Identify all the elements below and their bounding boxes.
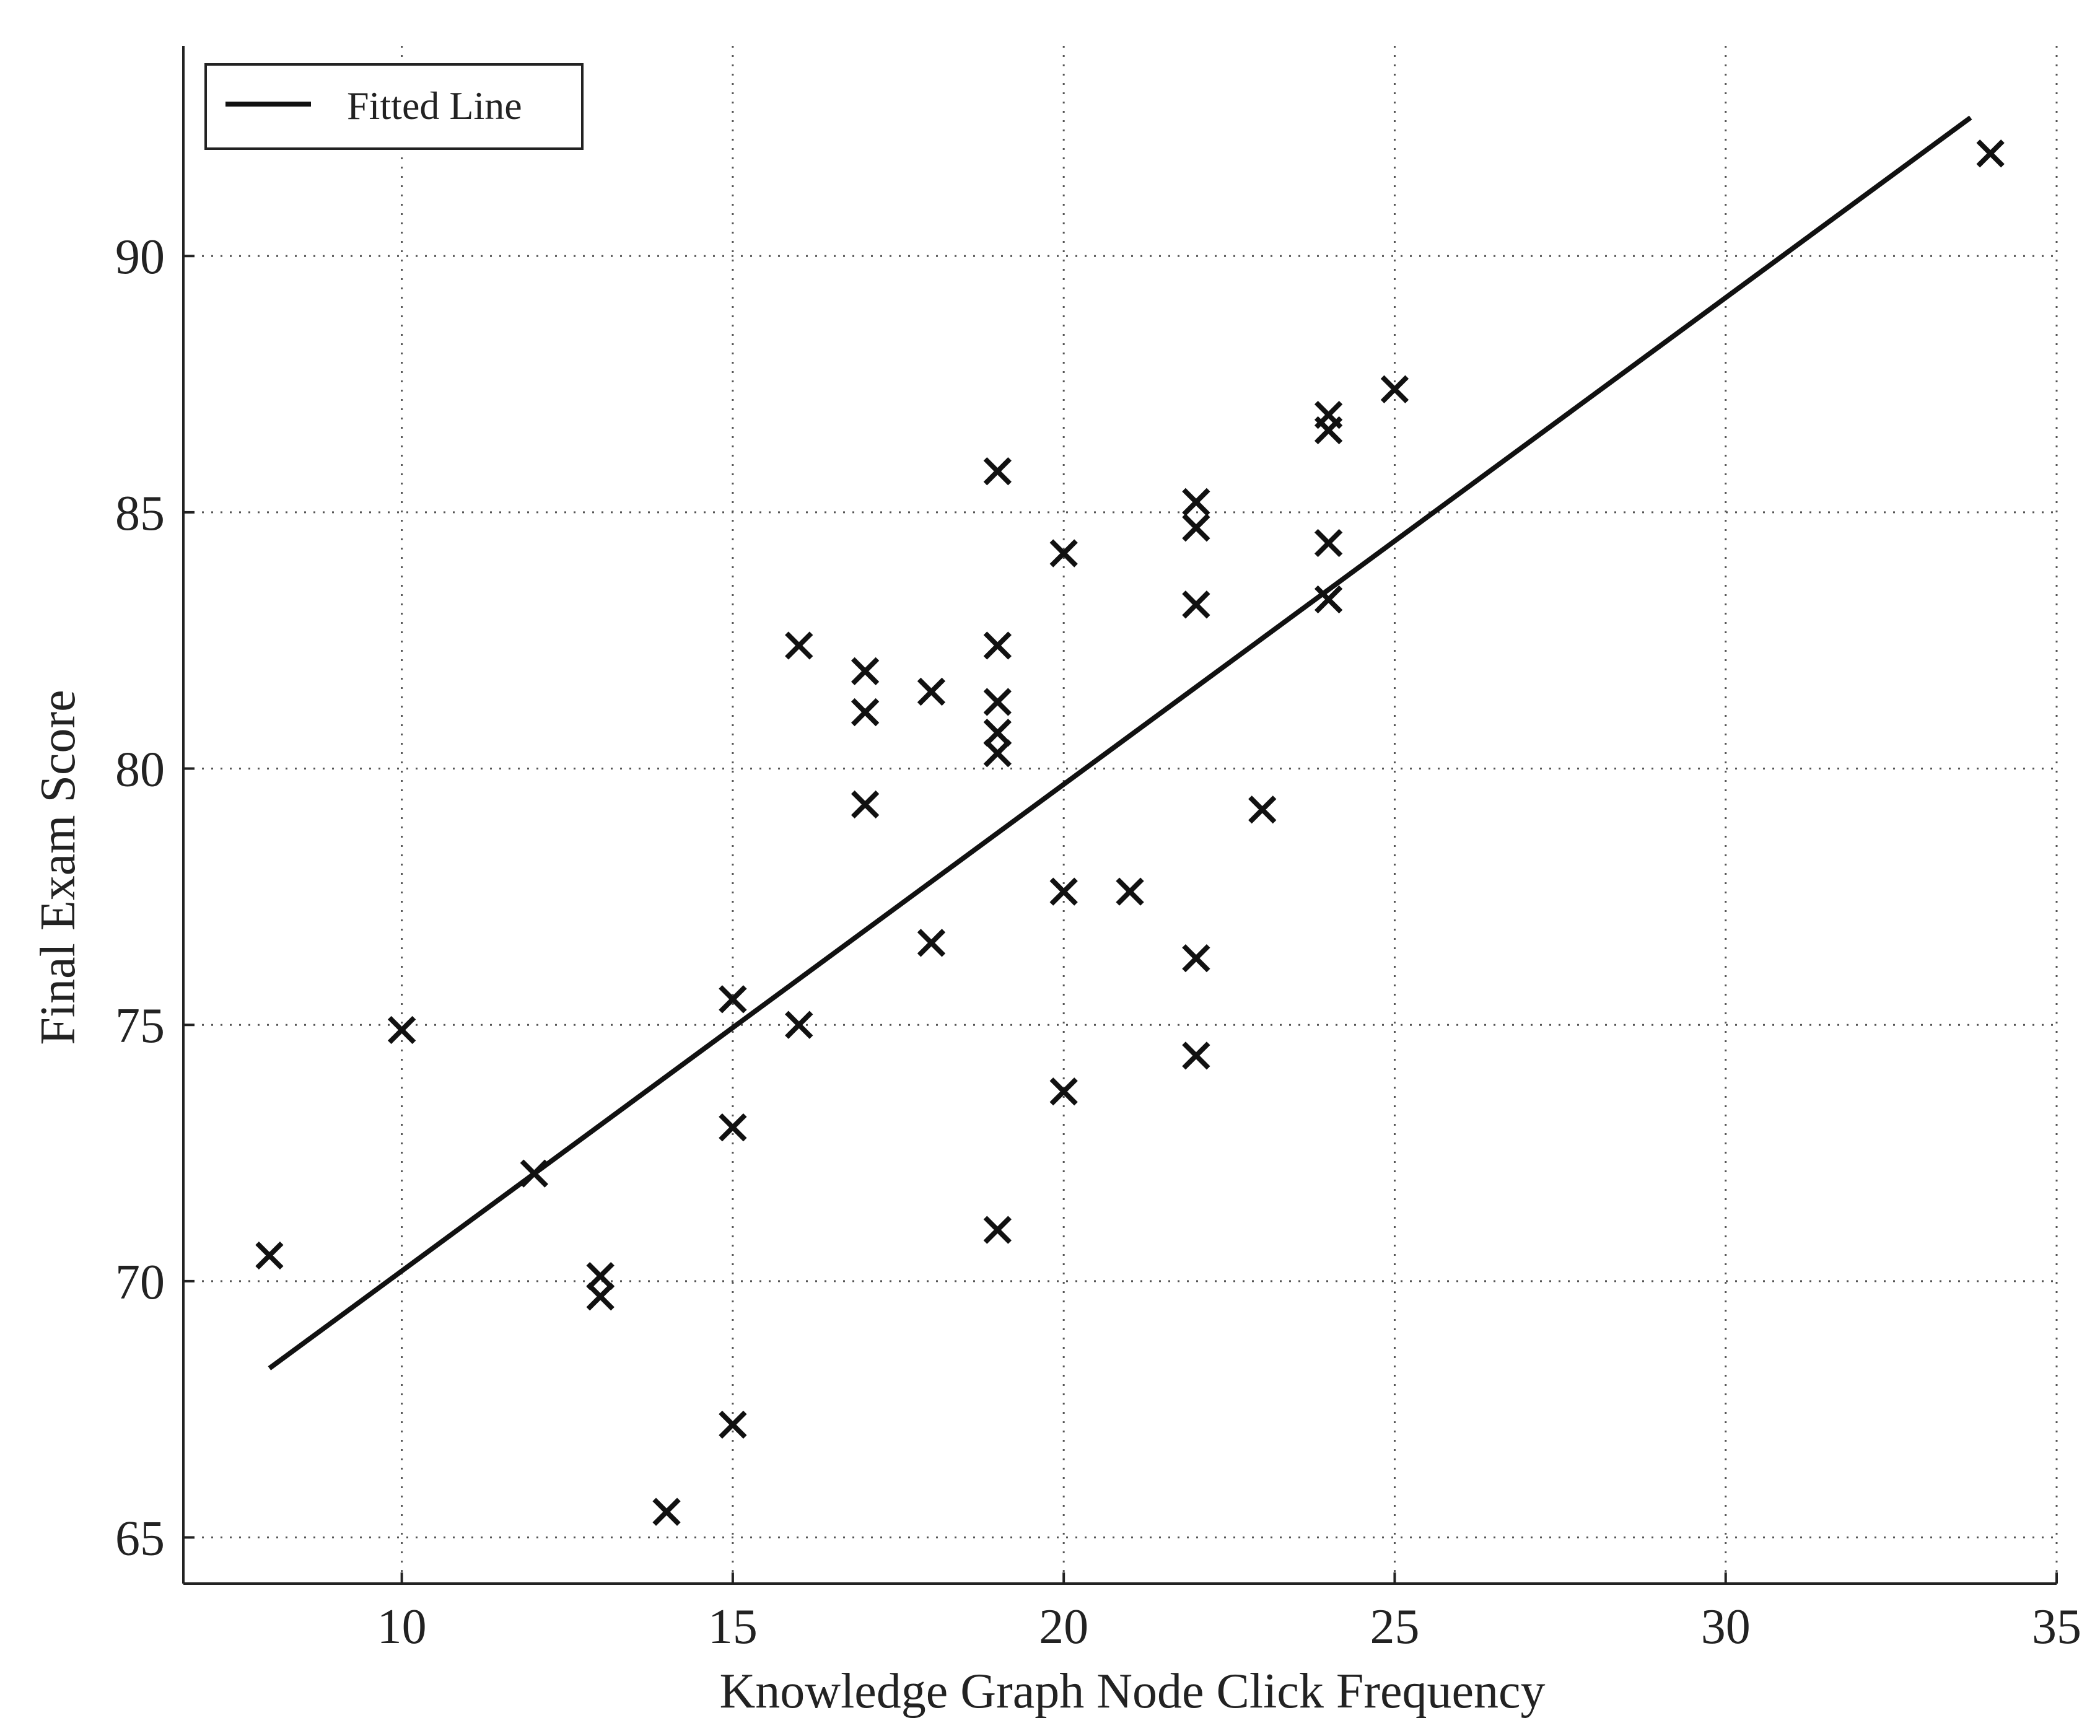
data-point-stroke-b xyxy=(983,631,1012,660)
data-point-stroke-b xyxy=(785,1010,813,1039)
legend-label-fitted-line: Fitted Line xyxy=(347,84,522,128)
data-point-8 xyxy=(719,1113,747,1142)
data-point-stroke-b xyxy=(1976,139,2005,168)
x-tick-label-35: 35 xyxy=(2032,1600,2081,1654)
y-axis-label: Final Exam Score xyxy=(31,690,85,1045)
data-point-stroke-b xyxy=(785,631,813,660)
data-point-22 xyxy=(983,1216,1012,1244)
data-point-stroke-b xyxy=(1049,539,1078,568)
fitted-line-layer xyxy=(268,115,1972,1370)
x-axis-label: Knowledge Graph Node Click Frequency xyxy=(720,1664,1546,1719)
data-point-stroke-b xyxy=(851,698,880,727)
y-tick-label-80: 80 xyxy=(115,743,165,797)
data-point-stroke-b xyxy=(983,718,1012,747)
data-point-32 xyxy=(1248,796,1277,824)
data-point-9 xyxy=(719,1410,747,1439)
data-point-stroke-b xyxy=(851,790,880,819)
data-point-stroke-b xyxy=(1182,514,1210,542)
data-point-25 xyxy=(1049,1077,1078,1106)
data-point-35 xyxy=(1314,528,1343,558)
data-point-stroke-b xyxy=(586,1282,615,1311)
data-point-37 xyxy=(1380,375,1409,403)
data-point-5 xyxy=(586,1282,615,1311)
data-point-stroke-b xyxy=(1248,796,1277,824)
data-point-31 xyxy=(1182,1041,1210,1070)
data-point-stroke-b xyxy=(1314,585,1343,614)
y-tick-label-65: 65 xyxy=(115,1512,165,1566)
data-point-stroke-b xyxy=(1182,488,1210,516)
data-point-18 xyxy=(983,631,1012,660)
data-point-stroke-b xyxy=(652,1497,681,1526)
data-point-stroke-b xyxy=(1182,944,1210,973)
data-point-stroke-b xyxy=(719,1410,747,1439)
data-point-stroke-b xyxy=(917,929,946,957)
data-point-27 xyxy=(1182,488,1210,516)
data-point-stroke-b xyxy=(520,1159,548,1188)
y-tick-label-90: 90 xyxy=(115,230,165,284)
data-point-stroke-b xyxy=(1049,1077,1078,1106)
data-point-stroke-b xyxy=(719,985,747,1014)
data-point-stroke-b xyxy=(387,1015,416,1045)
data-point-stroke-b xyxy=(255,1241,284,1270)
x-tick-label-20: 20 xyxy=(1039,1600,1088,1654)
x-tick-label-30: 30 xyxy=(1701,1600,1751,1654)
data-point-24 xyxy=(1049,877,1078,906)
data-point-stroke-b xyxy=(983,688,1012,716)
data-point-6 xyxy=(652,1497,681,1526)
data-point-7 xyxy=(719,985,747,1014)
data-point-2 xyxy=(387,1015,416,1045)
data-point-stroke-b xyxy=(1182,590,1210,619)
x-tick-label-15: 15 xyxy=(708,1600,758,1654)
data-point-stroke-b xyxy=(917,677,946,706)
data-point-stroke-b xyxy=(586,1261,615,1291)
data-point-3 xyxy=(520,1159,548,1188)
data-point-stroke-b xyxy=(983,1216,1012,1244)
data-point-stroke-b xyxy=(719,1113,747,1142)
data-point-28 xyxy=(1182,514,1210,542)
data-point-11 xyxy=(785,1010,813,1039)
axes xyxy=(182,46,2058,1585)
data-point-13 xyxy=(851,698,880,727)
data-point-17 xyxy=(983,457,1012,486)
x-tick-label-10: 10 xyxy=(377,1600,427,1654)
fitted-line xyxy=(268,115,1972,1370)
y-tick-label-70: 70 xyxy=(115,1255,165,1310)
data-point-15 xyxy=(917,677,946,706)
data-point-stroke-b xyxy=(1314,416,1343,445)
data-point-29 xyxy=(1182,590,1210,619)
data-point-1 xyxy=(255,1241,284,1270)
grid xyxy=(183,46,2058,1584)
y-tick-label-75: 75 xyxy=(115,999,165,1053)
data-point-stroke-b xyxy=(1116,877,1144,906)
legend: Fitted Line xyxy=(204,63,584,150)
data-point-36 xyxy=(1314,585,1343,614)
data-point-stroke-b xyxy=(851,657,880,686)
data-point-12 xyxy=(851,657,880,686)
data-point-stroke-b xyxy=(1314,528,1343,558)
data-point-20 xyxy=(983,718,1012,747)
data-point-34 xyxy=(1314,416,1343,445)
tick-labels: 10 15 20 25 30 35 65 70 75 80 85 90 xyxy=(115,230,2081,1654)
data-points xyxy=(255,139,2005,1526)
x-tick-label-25: 25 xyxy=(1370,1600,1419,1654)
data-point-26 xyxy=(1116,877,1144,906)
data-point-stroke-b xyxy=(983,457,1012,486)
data-point-19 xyxy=(983,688,1012,716)
data-point-stroke-b xyxy=(1182,1041,1210,1070)
data-point-stroke-b xyxy=(983,739,1012,768)
data-point-stroke-b xyxy=(1049,877,1078,906)
data-point-38 xyxy=(1976,139,2005,168)
data-point-10 xyxy=(785,631,813,660)
data-point-21 xyxy=(983,739,1012,768)
data-point-16 xyxy=(917,929,946,957)
data-point-stroke-b xyxy=(1380,375,1409,403)
data-point-30 xyxy=(1182,944,1210,973)
data-point-14 xyxy=(851,790,880,819)
y-tick-label-85: 85 xyxy=(115,486,165,541)
data-point-4 xyxy=(586,1261,615,1291)
data-point-23 xyxy=(1049,539,1078,568)
